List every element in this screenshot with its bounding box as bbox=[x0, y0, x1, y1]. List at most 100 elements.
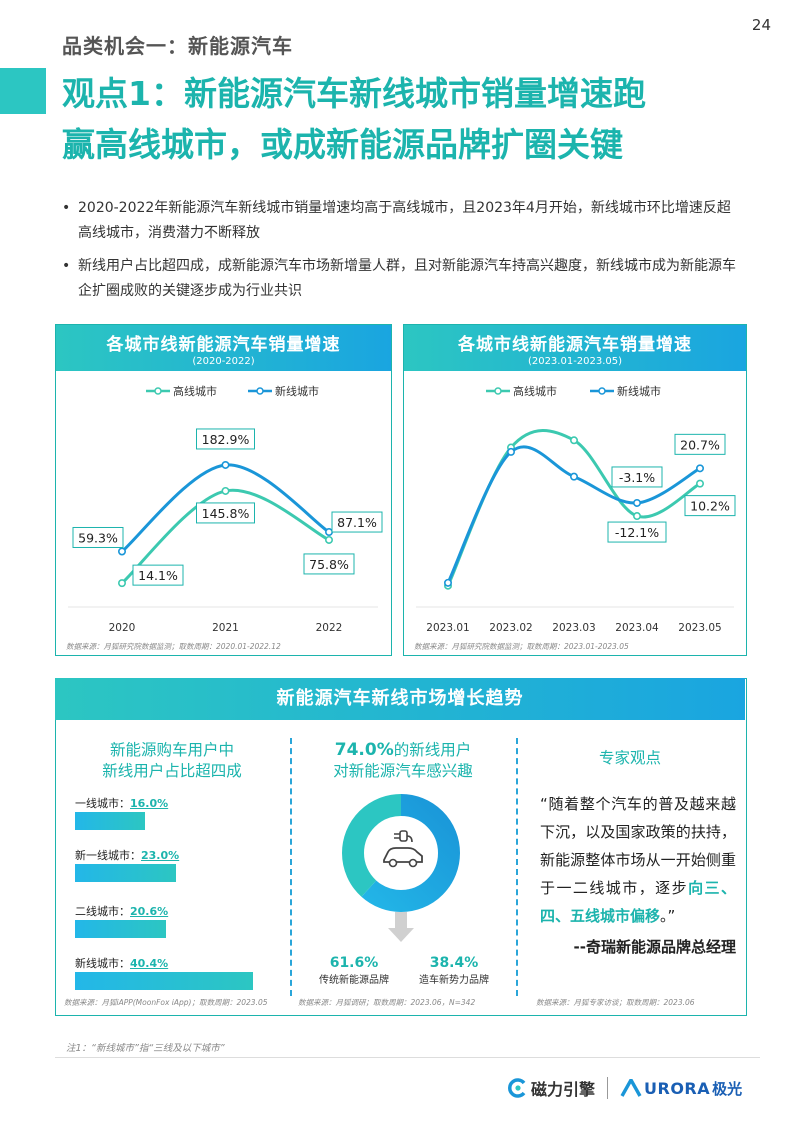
bullet-item: 新线用户占比超四成，成新能源汽车市场新增量人群，且对新能源汽车持高兴趣度，新线城… bbox=[62, 254, 742, 304]
right-chart-header: 各城市线新能源汽车销量增速 (2023.01-2023.05) bbox=[404, 325, 746, 371]
data-point bbox=[117, 579, 126, 588]
traditional-label: 传统新能源品牌 bbox=[319, 975, 389, 986]
x-tick-label: 2022 bbox=[316, 622, 343, 634]
data-point bbox=[695, 464, 704, 473]
data-point bbox=[443, 578, 452, 587]
x-tick-label: 2020 bbox=[109, 622, 136, 634]
legend-new-label: 新线城市 bbox=[617, 384, 661, 398]
city-bar-label: 新线城市：40.4% bbox=[75, 957, 169, 970]
data-point bbox=[221, 460, 230, 469]
magnetic-engine-logo-icon bbox=[508, 1078, 526, 1098]
column-divider bbox=[516, 738, 518, 996]
brand-urora: URORA bbox=[644, 1078, 711, 1098]
data-point bbox=[695, 479, 704, 488]
category-label: 品类机会一：新能源汽车 bbox=[62, 34, 293, 58]
col1-title: 新能源购车用户中 新线用户占比超四成 bbox=[62, 740, 282, 782]
data-label: -3.1% bbox=[611, 466, 663, 488]
headline-line-1: 观点1：新能源汽车新线城市销量增速跑 bbox=[62, 74, 646, 113]
traditional-value: 61.6% bbox=[329, 955, 379, 971]
growth-trend-panel bbox=[55, 678, 747, 1016]
city-bar-label: 新一线城市：23.0% bbox=[75, 849, 180, 862]
data-point bbox=[570, 436, 579, 445]
svg-text:59.3%: 59.3% bbox=[78, 530, 118, 545]
left-chart-legend: 高线城市 新线城市 bbox=[146, 384, 319, 398]
svg-text:145.8%: 145.8% bbox=[202, 506, 250, 521]
data-point bbox=[633, 512, 642, 521]
data-label: 10.2% bbox=[684, 495, 736, 517]
svg-text:10.2%: 10.2% bbox=[690, 499, 730, 514]
headline: 观点1：新能源汽车新线城市销量增速跑 赢高线城市，或成新能源品牌扩圈关键 bbox=[62, 68, 762, 170]
aurora-logo-icon bbox=[620, 1079, 642, 1097]
page-number: 24 bbox=[751, 16, 771, 34]
data-point bbox=[117, 547, 126, 556]
quote-text: “随着整个汽车的普及越来越下沉，以及国家政策的扶持，新能源整体市场从一开始侧重于… bbox=[540, 795, 736, 897]
col2-source: 数据来源：月狐调研；取数周期：2023.06，N=342 bbox=[298, 998, 476, 1007]
interest-percent: 74.0% bbox=[334, 740, 394, 760]
x-tick-label: 2023.01 bbox=[426, 622, 469, 634]
right-chart-source: 数据来源：月狐研究院数据监测；取数周期：2023.01-2023.05 bbox=[414, 642, 629, 651]
data-label: 182.9% bbox=[196, 428, 255, 450]
new-brand-value: 38.4% bbox=[429, 955, 479, 971]
city-share-bar bbox=[75, 812, 146, 830]
data-point bbox=[221, 486, 230, 495]
svg-text:-12.1%: -12.1% bbox=[615, 525, 659, 540]
left-chart-title: 各城市线新能源汽车销量增速 bbox=[106, 335, 341, 355]
svg-text:14.1%: 14.1% bbox=[138, 568, 178, 583]
col1-source: 数据来源：月狐iAPP(MoonFox iApp)；取数周期：2023.05 bbox=[64, 998, 268, 1007]
footer-logos: 磁力引擎 URORA 极光 bbox=[508, 1075, 742, 1101]
traditional-brand-stat: 61.6% 传统新能源品牌 bbox=[306, 955, 402, 986]
data-label: 20.7% bbox=[674, 433, 726, 455]
data-label: 87.1% bbox=[331, 511, 383, 533]
city-bar-label: 一线城市：16.0% bbox=[75, 797, 169, 810]
data-point bbox=[324, 528, 333, 537]
footer-divider bbox=[55, 1057, 760, 1058]
svg-text:182.9%: 182.9% bbox=[202, 432, 250, 447]
accent-bar bbox=[0, 68, 46, 114]
data-label: 145.8% bbox=[196, 502, 255, 524]
expert-quote: “随着整个汽车的普及越来越下沉，以及国家政策的扶持，新能源整体市场从一开始侧重于… bbox=[540, 790, 736, 930]
data-label: 59.3% bbox=[72, 526, 124, 548]
col2-title-rest: 的新线用户 bbox=[393, 741, 472, 759]
left-line-chart: 高线城市 新线城市 2020 2021 2022 59.3% 14.1% 182.9% 14… bbox=[68, 384, 383, 634]
data-point bbox=[633, 498, 642, 507]
col3-source: 数据来源：月狐专家访谈；取数周期：2023.06 bbox=[536, 998, 695, 1007]
expert-attribution: --奇瑞新能源品牌总经理 bbox=[573, 938, 736, 956]
right-chart-panel: 各城市线新能源汽车销量增速 (2023.01-2023.05) 高线城市 新线城… bbox=[403, 324, 747, 656]
down-arrow-icon bbox=[388, 912, 414, 942]
brand-share-donut bbox=[342, 794, 460, 912]
city-share-bar bbox=[75, 972, 253, 990]
brand-jiguang: 极光 bbox=[712, 1079, 743, 1098]
col2-title-line2: 对新能源汽车感兴趣 bbox=[333, 762, 473, 780]
right-line-chart: 高线城市 新线城市 2023.01 2023.02 2023.03 2023.04 20… bbox=[416, 384, 736, 634]
right-chart-title: 各城市线新能源汽车销量增速 bbox=[458, 335, 692, 355]
bullet-list: 2020-2022年新能源汽车新线城市销量增速均高于高线城市，且2023年4月开… bbox=[62, 196, 742, 312]
svg-text:20.7%: 20.7% bbox=[680, 437, 720, 452]
new-brand-stat: 38.4% 造车新势力品牌 bbox=[406, 955, 502, 986]
footnote: 注1：“新线城市”指“三线及以下城市” bbox=[66, 1043, 225, 1054]
legend-new-label: 新线城市 bbox=[275, 384, 319, 398]
left-chart-source: 数据来源：月狐研究院数据监测；取数周期：2020.01-2022.12 bbox=[66, 642, 281, 651]
x-tick-label: 2021 bbox=[212, 622, 239, 634]
headline-line-2: 赢高线城市，或成新能源品牌扩圈关键 bbox=[62, 125, 623, 164]
data-point bbox=[570, 472, 579, 481]
legend-high-label: 高线城市 bbox=[513, 384, 557, 398]
svg-text:-3.1%: -3.1% bbox=[619, 470, 655, 485]
x-tick-label: 2023.05 bbox=[678, 622, 721, 634]
data-point bbox=[507, 447, 516, 456]
growth-trend-title: 新能源汽车新线市场增长趋势 bbox=[55, 678, 745, 720]
x-tick-label: 2023.03 bbox=[552, 622, 595, 634]
data-label: 14.1% bbox=[132, 564, 184, 586]
expert-title: 专家观点 bbox=[598, 749, 661, 767]
col1-title-line: 新能源购车用户中 bbox=[109, 741, 234, 759]
data-label: 75.8% bbox=[303, 553, 355, 575]
right-chart-legend: 高线城市 新线城市 bbox=[486, 384, 661, 398]
logo-separator bbox=[607, 1077, 609, 1099]
quote-end: 。” bbox=[660, 907, 676, 925]
quote-highlight: 向三、四、五线城市偏移 bbox=[540, 879, 736, 925]
city-bar-label: 二线城市：20.6% bbox=[75, 905, 169, 918]
x-tick-label: 2023.02 bbox=[489, 622, 532, 634]
data-label: -12.1% bbox=[607, 521, 667, 543]
city-share-bar bbox=[75, 864, 177, 882]
left-chart-header: 各城市线新能源汽车销量增速 (2020-2022) bbox=[56, 325, 391, 371]
x-tick-label: 2023.04 bbox=[615, 622, 659, 634]
